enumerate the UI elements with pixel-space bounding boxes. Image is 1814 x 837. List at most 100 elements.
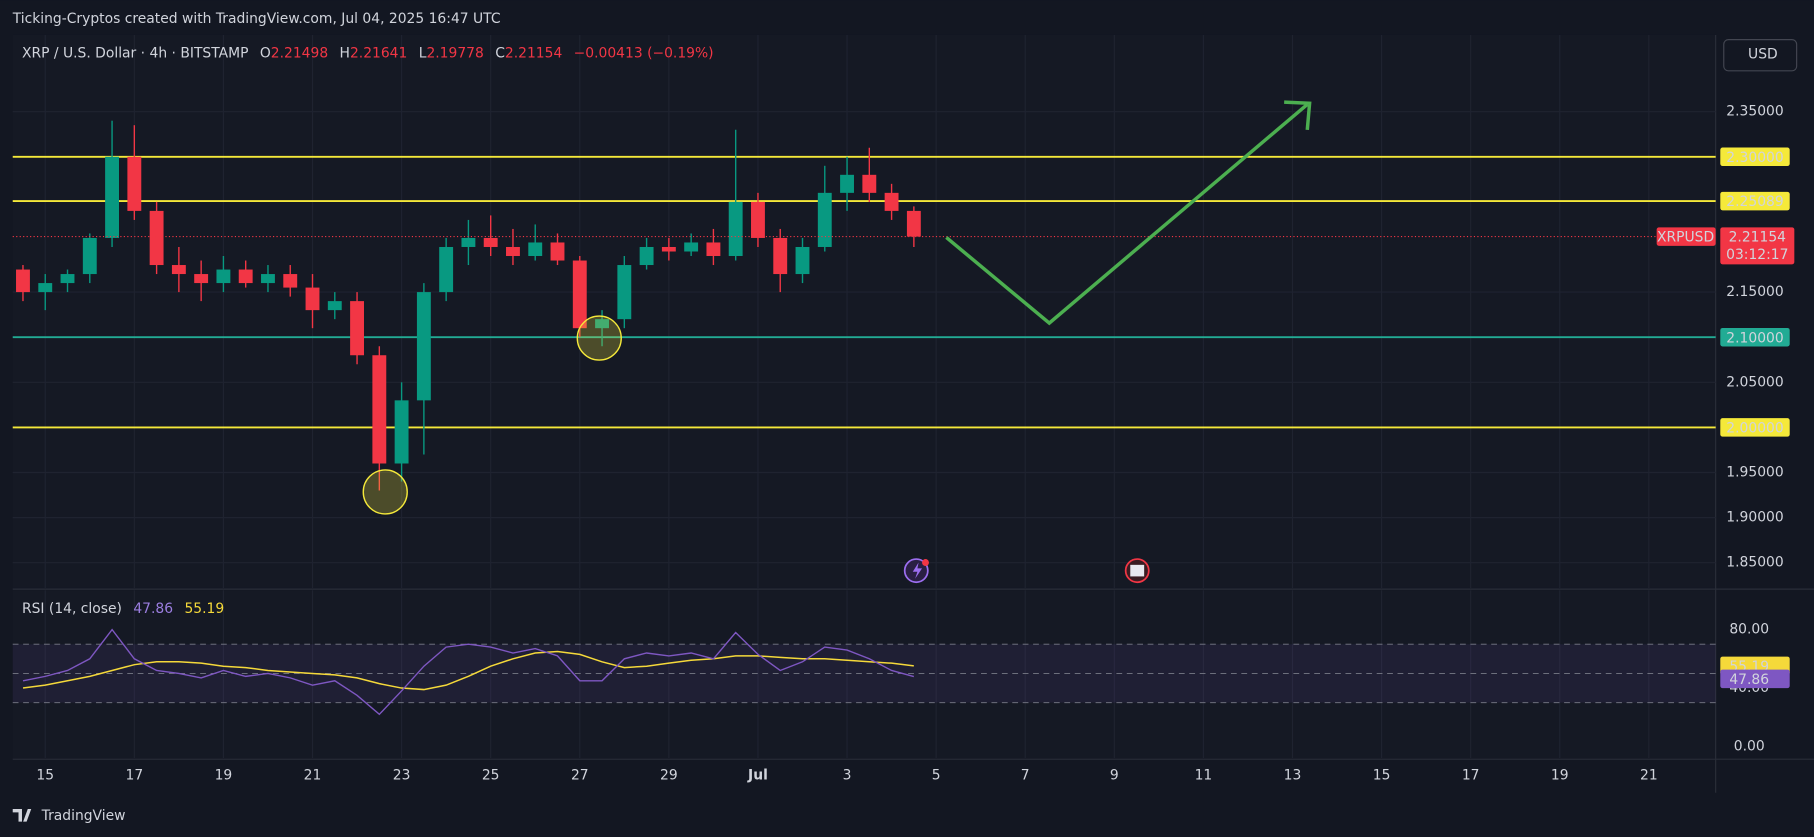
ohlc-value: 2.21154: [505, 46, 563, 62]
candle-body: [617, 265, 632, 320]
candle-body: [684, 242, 699, 252]
candle-body: [550, 242, 565, 261]
candle-body: [305, 287, 320, 311]
flag: [1130, 564, 1145, 577]
rsi-tick-label: 0.00: [1734, 739, 1765, 755]
forecast-arrow: [945, 103, 1309, 326]
rsi-tick-label: 80.00: [1729, 622, 1769, 638]
axis-labels: 15 17 19 21 23 25 27 29 Jul 3 5 7 9 11 13 15 17 19 21 2.350…: [36, 104, 1795, 783]
event-bolt: [912, 562, 923, 579]
x-tick-label: 29: [660, 767, 678, 783]
highlight-circle: [362, 469, 408, 515]
candle-body: [105, 156, 120, 238]
footer-brand: TradingView: [41, 808, 126, 824]
candle-body: [906, 210, 921, 237]
x-tick-label: 5: [932, 767, 941, 783]
x-tick-label: 19: [215, 767, 233, 783]
x-tick-label: 17: [126, 767, 144, 783]
last-price-box: [1720, 227, 1795, 265]
candle-body: [461, 237, 476, 247]
x-tick-label: 7: [1021, 767, 1030, 783]
y-tick-label: 2.15000: [1726, 284, 1783, 300]
level-label-box: [1720, 191, 1790, 211]
level-label-box: [1720, 418, 1790, 437]
candle-body: [884, 192, 899, 211]
currency-button[interactable]: [1723, 39, 1798, 72]
ohlc-label: C: [495, 46, 505, 62]
rsi-ma-value: 55.19: [184, 601, 224, 617]
grid: [12, 34, 1716, 759]
ticker-box: [1656, 227, 1716, 246]
level-label: 2.10000: [1726, 330, 1783, 346]
legend: XRP / U.S. Dollar · 4h · BITSTAMP O2.214…: [22, 46, 714, 617]
candle-body: [795, 246, 810, 275]
countdown-label: 03:12:17: [1726, 247, 1788, 263]
price-pane: [12, 34, 1716, 588]
candle-body: [372, 355, 387, 464]
ohlc-label: O: [260, 46, 271, 62]
header-title: Ticking-Cryptos created with TradingView…: [12, 11, 501, 27]
level-label: 2.30000: [1726, 150, 1783, 166]
last-price-label: 2.21154: [1729, 230, 1787, 246]
highlight-circle: [576, 315, 622, 361]
candle-body: [528, 242, 543, 257]
candle-body: [416, 292, 431, 401]
x-tick-label: 23: [393, 767, 411, 783]
candle-body: [394, 400, 409, 464]
rsi-title: RSI (14, close): [22, 601, 122, 617]
candle-body: [194, 274, 209, 284]
rsi-value: 47.86: [133, 601, 173, 617]
candle-body: [840, 174, 854, 193]
marks: [12, 120, 1716, 716]
x-tick-label: 3: [843, 767, 852, 783]
candle-body: [639, 246, 654, 266]
rsi-line: [22, 628, 915, 716]
ohlc-label: H: [340, 46, 350, 62]
ohlc-label: L: [419, 46, 427, 62]
y-tick-label: 2.35000: [1726, 104, 1783, 120]
x-tick-label: 17: [1462, 767, 1480, 783]
candle-body: [751, 201, 765, 238]
x-tick-label: 21: [1640, 767, 1658, 783]
level-label: 2.25089: [1726, 194, 1783, 210]
logo-mark: [12, 808, 32, 822]
event-dot: [922, 559, 929, 567]
x-tick-label: 21: [304, 767, 322, 783]
level-label-box: [1720, 147, 1790, 167]
x-tick-label: 15: [1373, 767, 1391, 783]
ohlc-value: 2.21641: [350, 46, 407, 62]
candle-body: [728, 201, 743, 257]
x-tick-label: 27: [571, 767, 589, 783]
rsi-value-box: [1720, 669, 1790, 689]
level-label-box: [1720, 327, 1790, 347]
candle-body: [60, 274, 75, 284]
x-tick-label: Jul: [747, 767, 768, 783]
level-label: 2.00000: [1726, 421, 1783, 437]
x-tick-label: 25: [482, 767, 500, 783]
candle-body: [862, 174, 877, 193]
candle-body: [82, 237, 97, 275]
candle-body: [261, 274, 275, 284]
candle-body: [283, 274, 298, 288]
rsi-legend: RSI (14, close) 47.86 55.19: [22, 601, 224, 617]
candle-body: [171, 265, 186, 275]
ohlc-value: 2.21498: [271, 46, 328, 62]
candle-body: [16, 269, 30, 293]
y-tick-label: 1.85000: [1726, 555, 1783, 571]
ticker-label: XRPUSD: [1657, 230, 1714, 246]
candle-body: [773, 237, 788, 275]
currency-label[interactable]: USD: [1748, 47, 1778, 63]
candle-body: [439, 246, 454, 293]
candle-body: [506, 246, 520, 257]
x-tick-label: 15: [36, 767, 54, 783]
candle-body: [327, 301, 342, 311]
candle-body: [661, 246, 676, 252]
candle-body: [572, 260, 587, 329]
symbol: XRP / U.S. Dollar · 4h · BITSTAMP: [22, 46, 249, 62]
arrow-head: [1284, 100, 1312, 131]
x-tick-label: 9: [1110, 767, 1119, 783]
legend-line: XRP / U.S. Dollar · 4h · BITSTAMP O2.214…: [22, 46, 714, 62]
x-tick-label: 11: [1195, 767, 1213, 783]
